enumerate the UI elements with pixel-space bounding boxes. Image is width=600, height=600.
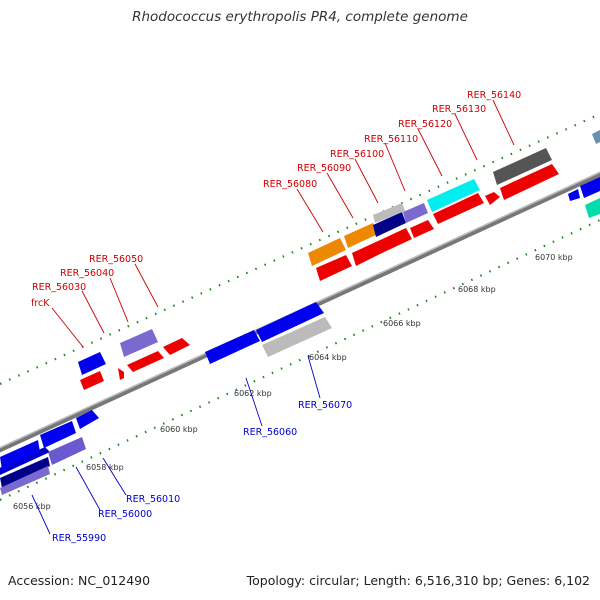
gene-label-rer56040[interactable]: RER_56040: [60, 268, 114, 279]
gene-gray-1[interactable]: [373, 203, 405, 223]
ruler-label-6060: 6060 kbp: [160, 425, 198, 434]
gene-left-4[interactable]: [48, 437, 86, 465]
gene-blue-edge-2[interactable]: [580, 177, 600, 198]
gene-red-10[interactable]: [485, 192, 500, 205]
gene-red-5[interactable]: [316, 255, 352, 281]
genome-title: Rhodococcus erythropolis PR4, complete g…: [132, 9, 468, 25]
gene-blue-mid-2[interactable]: [256, 302, 324, 342]
gene-label-rer56010[interactable]: RER_56010: [126, 494, 180, 505]
ruler-label-6070: 6070 kbp: [535, 253, 573, 262]
gene-cyan-1[interactable]: [427, 179, 480, 212]
gene-left-1[interactable]: [0, 440, 40, 470]
gene-red-8[interactable]: [410, 220, 434, 238]
gene-label-rer56030[interactable]: RER_56030: [32, 282, 86, 293]
topology-text: Topology: circular; Length: 6,516,310 bp…: [246, 573, 590, 588]
ruler-label-6062: 6062 kbp: [234, 389, 272, 398]
gene-left-6[interactable]: [0, 466, 50, 495]
gene-label-rer56060[interactable]: RER_56060: [243, 427, 297, 438]
gene-label-rer56080[interactable]: RER_56080: [263, 179, 317, 190]
gene-red-11[interactable]: [500, 164, 559, 200]
gene-blue-mid-1[interactable]: [205, 330, 260, 364]
gene-purple-1[interactable]: [120, 329, 158, 357]
gene-label-rer56090[interactable]: RER_56090: [297, 163, 351, 174]
tick-track-lower: [0, 219, 600, 501]
accession-text: Accession: NC_012490: [8, 573, 151, 588]
gene-red-6[interactable]: [352, 241, 384, 266]
gene-blue-edge-1[interactable]: [568, 189, 580, 201]
gene-red-3[interactable]: [127, 351, 164, 372]
gene-slate-edge[interactable]: [592, 130, 600, 144]
gene-label-frck[interactable]: frcK: [31, 298, 50, 309]
gene-label-rer56050[interactable]: RER_56050: [89, 254, 143, 265]
gene-labels-top: frcK RER_56030 RER_56040 RER_56050 RER_5…: [31, 90, 521, 309]
ruler-label-6056: 6056 kbp: [13, 502, 51, 511]
ruler-labels: 6056 kbp 6058 kbp 6060 kbp 6062 kbp 6064…: [13, 253, 573, 511]
gene-label-rer56120[interactable]: RER_56120: [398, 119, 452, 130]
gene-dark-gray-1[interactable]: [493, 148, 552, 185]
gene-red-4[interactable]: [163, 338, 190, 355]
forward-gene-track: [50, 328, 53, 331]
gene-red-9[interactable]: [433, 193, 484, 224]
gene-red-7[interactable]: [378, 228, 412, 253]
gene-upper-1[interactable]: [0, 447, 50, 475]
gene-label-rer56070[interactable]: RER_56070: [298, 400, 352, 411]
ruler-label-6058: 6058 kbp: [86, 463, 124, 472]
genes-upper: [0, 130, 600, 495]
gene-red-2[interactable]: [118, 368, 124, 380]
leader-lines-bottom: [31, 355, 321, 535]
gene-red-1[interactable]: [80, 371, 104, 390]
gene-teal-edge[interactable]: [585, 198, 600, 218]
gene-label-rer56140[interactable]: RER_56140: [467, 90, 521, 101]
gene-frck[interactable]: [78, 352, 106, 375]
gene-labels-bottom: RER_55990 RER_56000 RER_56010 RER_56060 …: [52, 400, 352, 544]
gene-label-rer56100[interactable]: RER_56100: [330, 149, 384, 160]
gene-purple-2[interactable]: [403, 203, 428, 223]
gene-label-rer56000[interactable]: RER_56000: [98, 509, 152, 520]
gene-label-rer55990[interactable]: RER_55990: [52, 533, 106, 544]
gene-orange-1[interactable]: [308, 238, 346, 266]
gene-gray-mid[interactable]: [262, 317, 332, 357]
gene-navy-1[interactable]: [373, 212, 406, 237]
gene-orange-2[interactable]: [344, 223, 378, 248]
ruler-label-6064: 6064 kbp: [309, 353, 347, 362]
ruler-label-6068: 6068 kbp: [458, 285, 496, 294]
gene-left-3[interactable]: [76, 410, 99, 429]
ruler-label-6066: 6066 kbp: [383, 319, 421, 328]
gene-left-5[interactable]: [0, 457, 50, 488]
gene-left-2[interactable]: [40, 421, 76, 448]
gene-label-rer56110[interactable]: RER_56110: [364, 134, 418, 145]
gene-label-rer56130[interactable]: RER_56130: [432, 104, 486, 115]
tick-track-upper: [0, 112, 600, 386]
leader-lines-top: [51, 99, 515, 348]
